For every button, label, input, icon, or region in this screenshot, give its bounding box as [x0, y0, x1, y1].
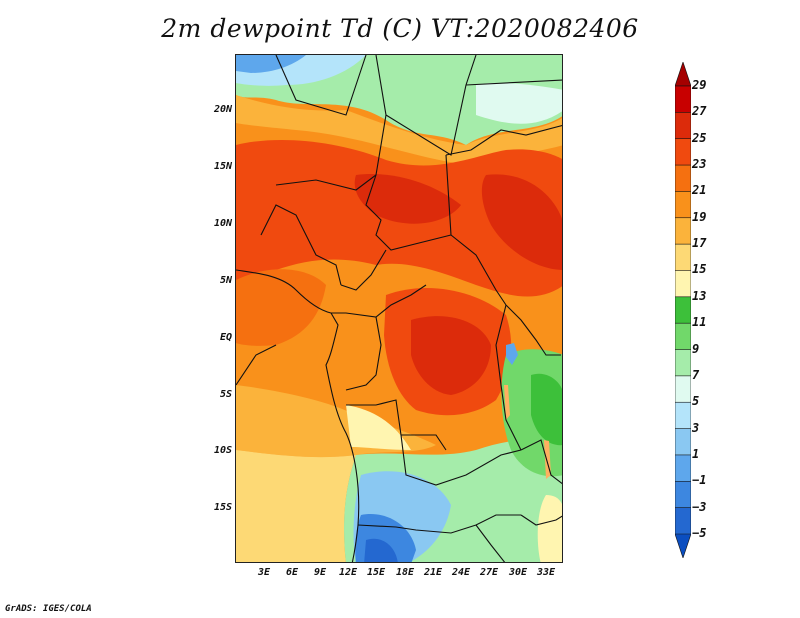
- field-guinea-coast: [236, 269, 326, 346]
- border-drc-east: [495, 304, 522, 451]
- colorbar-label: 3: [692, 420, 700, 435]
- border-sudan-north: [445, 124, 562, 156]
- colorbar-label: 9: [692, 341, 700, 356]
- field-south-yellow: [236, 450, 356, 562]
- field-se-pale: [537, 495, 562, 562]
- colorbar-label: 27: [692, 104, 707, 119]
- border-libya-chad: [375, 55, 477, 156]
- colorbar-bin: [675, 112, 691, 140]
- colorbar-bin: [675, 191, 691, 219]
- border-drc-angola: [346, 399, 447, 451]
- country-borders: [236, 55, 562, 562]
- lon-label-12e: 12E: [338, 567, 358, 578]
- dewpoint-map: [235, 54, 563, 563]
- lon-label-30e: 30E: [508, 567, 528, 578]
- border-zambia: [400, 434, 522, 486]
- lake-victoria: [506, 343, 518, 365]
- field-sahel-transition: [236, 95, 562, 163]
- colorbar-bin: [675, 480, 691, 509]
- lat-label-5s: 5S: [219, 389, 232, 400]
- colorbar-label: 29: [692, 78, 707, 92]
- colorbar-label: 17: [692, 236, 707, 251]
- colorbar-label: 19: [692, 209, 707, 224]
- border-tanzania-mozambique: [520, 439, 562, 485]
- border-egypt-sudan: [465, 79, 562, 86]
- colorbar-bin: [675, 533, 691, 558]
- field-angola-deepblue: [364, 538, 398, 562]
- border-gulf: [236, 344, 277, 386]
- map-title: 2m dewpoint Td (C) VT:2020082406: [161, 14, 639, 43]
- colorbar-bin: [675, 138, 691, 166]
- colorbar-bin: [675, 85, 691, 114]
- lon-label-24e: 24E: [451, 567, 471, 578]
- border-namibia-botswana: [357, 514, 521, 534]
- colorbar-label: 25: [692, 130, 707, 145]
- colorbar: [675, 62, 691, 558]
- field-angola-pale: [346, 405, 411, 450]
- lat-label-15s: 15S: [213, 502, 232, 513]
- colorbar-label: −1: [692, 473, 707, 488]
- colorbar-bin: [675, 375, 691, 404]
- lat-label-10s: 10S: [213, 445, 232, 456]
- field-congo-inner: [411, 316, 491, 395]
- colorbar-label: 5: [692, 394, 700, 409]
- colorbar-label: 7: [692, 367, 700, 382]
- colorbar-bin: [675, 164, 691, 193]
- colorbar-bin: [675, 507, 691, 535]
- lon-label-9e: 9E: [313, 567, 327, 578]
- border-chad: [365, 154, 452, 251]
- border-uganda-kenya: [505, 304, 561, 356]
- field-east-deepgreen: [531, 373, 562, 446]
- colorbar-bin: [675, 296, 691, 324]
- colorbar-bin: [675, 270, 691, 298]
- border-car-south-sudan: [450, 234, 507, 306]
- lon-label-3e: 3E: [257, 567, 271, 578]
- lat-label-5n: 5N: [219, 275, 232, 286]
- lat-label-15n: 15N: [213, 161, 232, 172]
- lat-label-20n: 20N: [213, 104, 232, 115]
- field-ne-pale: [476, 82, 562, 124]
- colorbar-label: 11: [692, 315, 707, 330]
- border-niger-south: [275, 114, 387, 191]
- border-algeria-niger: [275, 55, 367, 116]
- colorbar-label: 15: [692, 262, 707, 277]
- lon-label-6e: 6E: [285, 567, 299, 578]
- lat-label-10n: 10N: [213, 218, 232, 229]
- credit-text: GrADS: IGES/COLA: [5, 604, 92, 614]
- colorbar-label: −5: [692, 526, 707, 540]
- colorbar-label: 1: [692, 446, 700, 461]
- border-mozambique: [520, 514, 562, 526]
- colorbar-bin: [675, 349, 691, 377]
- colorbar-label: 21: [692, 183, 707, 198]
- border-cameroon-chad: [340, 249, 387, 291]
- colorbar-bin: [675, 322, 691, 351]
- border-cameroon-south: [331, 284, 427, 318]
- lon-label-33e: 33E: [536, 567, 556, 578]
- field-chad-core: [354, 174, 461, 224]
- lon-label-15e: 15E: [366, 567, 386, 578]
- colorbar-bin: [675, 62, 691, 87]
- lake-tanganyika: [504, 385, 510, 420]
- border-nigeria: [260, 204, 342, 286]
- colorbar-label: 13: [692, 288, 707, 303]
- colorbar-bin: [675, 217, 691, 245]
- colorbar-bin: [675, 401, 691, 430]
- lon-label-27e: 27E: [479, 567, 499, 578]
- field-north-blue: [236, 55, 306, 73]
- border-zimbabwe: [475, 524, 506, 562]
- lat-label-eq: EQ: [219, 332, 232, 343]
- border-congo: [345, 316, 382, 391]
- lon-label-18e: 18E: [395, 567, 415, 578]
- colorbar-label: −3: [692, 499, 707, 514]
- colorbar-bin: [675, 243, 691, 272]
- dewpoint-field: [236, 55, 562, 562]
- lon-label-21e: 21E: [423, 567, 443, 578]
- colorbar-label: 23: [692, 157, 707, 172]
- colorbar-bin: [675, 428, 691, 456]
- colorbar-bin: [675, 454, 691, 483]
- field-sudan-core: [481, 174, 562, 270]
